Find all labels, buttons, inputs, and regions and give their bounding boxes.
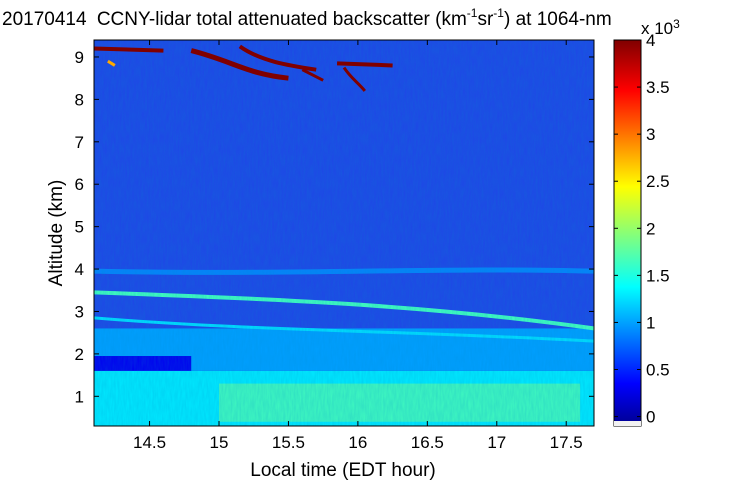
y-tick-label: 9 — [75, 48, 84, 67]
colorbar: 0 0.5 1 1.5 2 2.5 3 3.5 4 x 103 — [613, 17, 680, 427]
y-tick-label: 1 — [75, 387, 84, 406]
cirrus-streak — [94, 46, 164, 53]
y-tick-label: 5 — [75, 218, 84, 237]
x-tick-label: 17.5 — [550, 433, 583, 452]
y-axis-label: Altitude (km) — [46, 180, 67, 287]
colorbar-tick-label: 1.5 — [646, 266, 670, 285]
y-tick-label: 8 — [75, 90, 84, 109]
colorbar-tick-label: 2.5 — [646, 172, 670, 191]
x-axis: 14.5 15 15.5 16 16.5 17 17.5 — [133, 40, 583, 452]
cirrus-streak — [342, 66, 366, 92]
colorbar-tick-label: 3 — [646, 125, 655, 144]
x-axis-label: Local time (EDT hour) — [250, 460, 436, 481]
x-tick-label: 14.5 — [133, 433, 166, 452]
colorbar-tick-label: 0.5 — [646, 361, 670, 380]
colorbar-tick-label: 3.5 — [646, 78, 670, 97]
x-tick-label: 17 — [487, 433, 506, 452]
heatmap-texture — [94, 40, 594, 426]
plot-frame — [93, 39, 595, 427]
chart-title: 20170414 CCNY-lidar total attenuated bac… — [2, 6, 612, 30]
y-tick-label: 2 — [75, 345, 84, 364]
x-tick-label: 16.5 — [411, 433, 444, 452]
heatmap-plot — [94, 40, 594, 426]
colorbar-tick-label: 4 — [646, 31, 655, 50]
colorbar-tick-label: 2 — [646, 219, 655, 238]
colorbar-ticks: 0 0.5 1 1.5 2 2.5 3 3.5 4 — [614, 31, 670, 427]
cirrus-streak — [336, 61, 393, 68]
y-axis: 1 2 3 4 5 6 7 8 9 — [75, 48, 594, 406]
colorbar-tick-label: 0 — [646, 408, 655, 427]
x-tick-label: 16 — [348, 433, 367, 452]
cirrus-streak — [238, 44, 317, 72]
cloud-layer — [94, 44, 393, 92]
colorbar-underflow — [614, 421, 641, 426]
y-tick-label: 4 — [75, 260, 84, 279]
colorbar-tick-label: 1 — [646, 313, 655, 332]
colorbar-multiplier: x 103 — [641, 17, 680, 38]
cirrus-streak — [301, 68, 324, 82]
y-tick-label: 6 — [75, 175, 84, 194]
colorbar-gradient — [613, 39, 642, 427]
y-tick-label: 7 — [75, 133, 84, 152]
y-tick-label: 3 — [75, 302, 84, 321]
cirrus-streak — [190, 48, 289, 81]
cirrus-streak — [107, 59, 116, 67]
x-tick-label: 15.5 — [272, 433, 305, 452]
x-tick-label: 15 — [210, 433, 229, 452]
